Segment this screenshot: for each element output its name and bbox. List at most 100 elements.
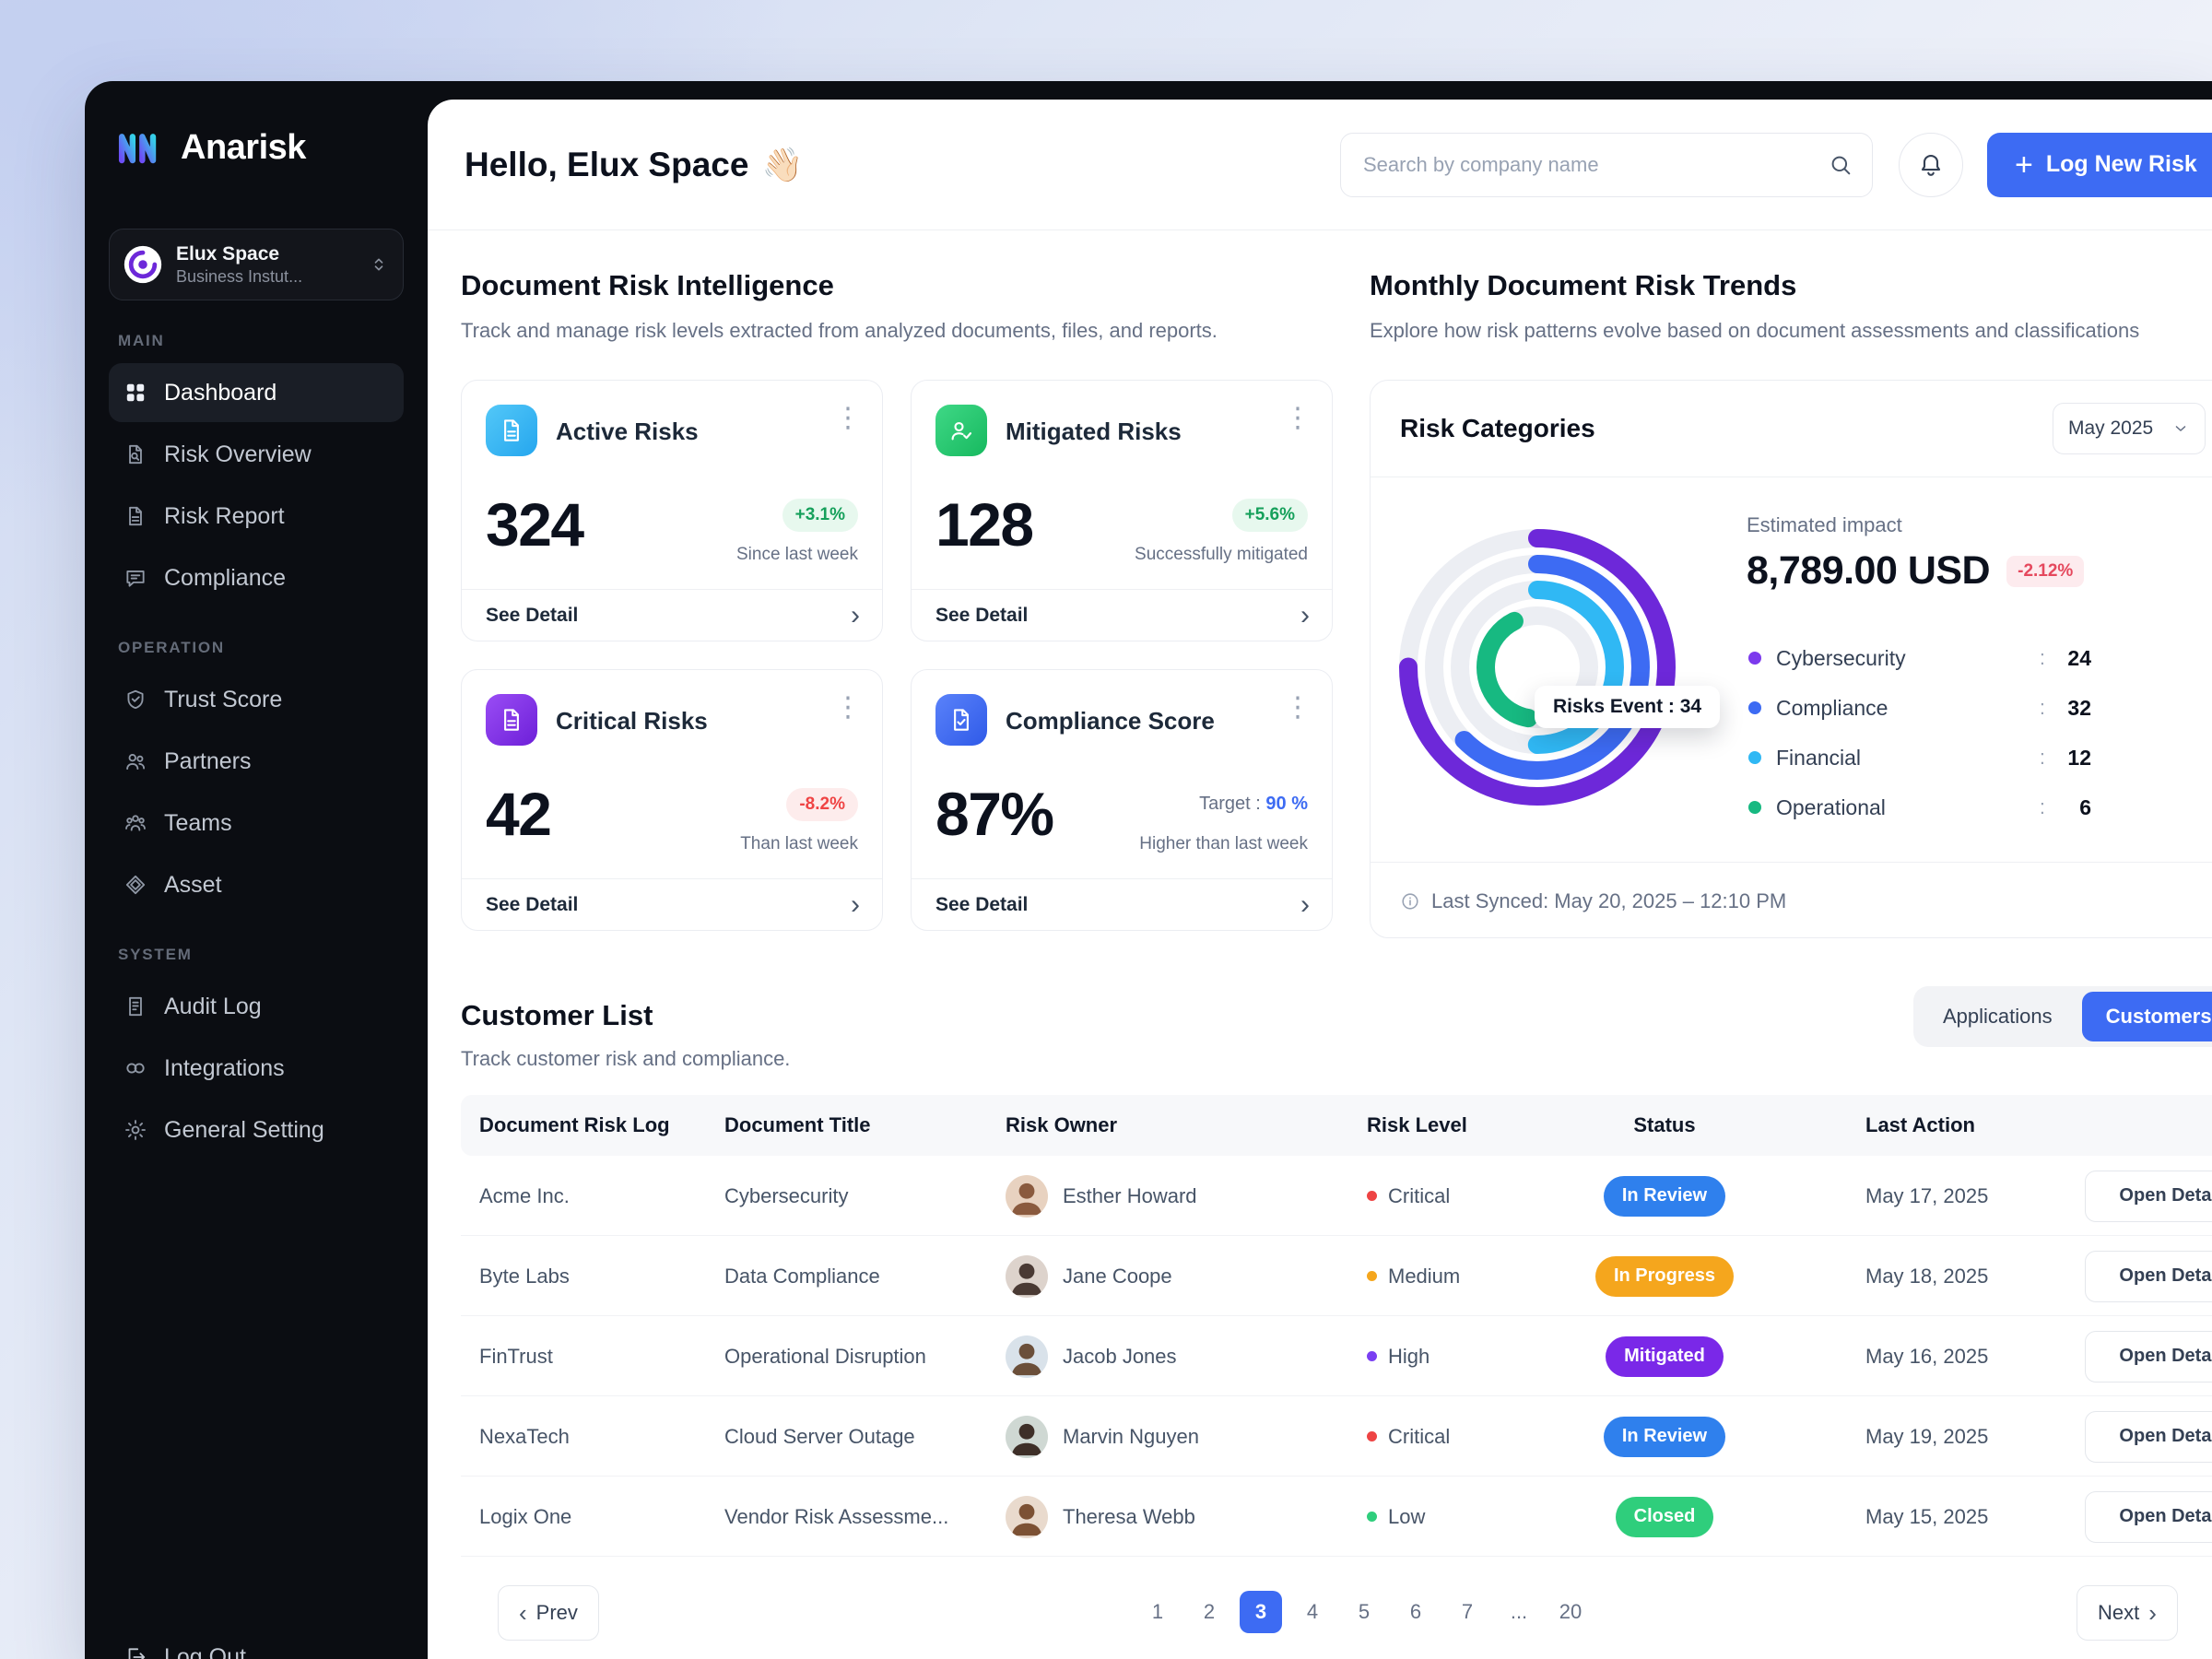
sidebar-item-integrations[interactable]: Integrations	[109, 1039, 404, 1098]
cell-company: Acme Inc.	[479, 1183, 570, 1207]
search-input[interactable]	[1363, 152, 1828, 177]
toggle-applications-button[interactable]: Applications	[1919, 992, 2077, 1041]
search-box	[1340, 132, 1873, 197]
col-last-action: Last Action	[1865, 1113, 1975, 1136]
status-badge: In Review	[1603, 1416, 1726, 1457]
see-detail-link[interactable]: See Detail ›	[912, 589, 1332, 641]
see-detail-label: See Detail	[486, 894, 579, 915]
cell-company: Byte Labs	[479, 1264, 570, 1288]
risk-dot	[1367, 1351, 1377, 1361]
sidebar-item-label: General Setting	[164, 1116, 324, 1143]
open-detail-button[interactable]: Open Detail	[2085, 1250, 2212, 1302]
cell-date: May 16, 2025	[1865, 1344, 1989, 1368]
kebab-menu-icon[interactable]: ⋮	[834, 692, 862, 723]
prev-page-button[interactable]: ‹ Prev	[498, 1585, 599, 1641]
sidebar-item-compliance[interactable]: Compliance	[109, 548, 404, 607]
sidebar-item-asset[interactable]: Asset	[109, 855, 404, 914]
owner-name: Marvin Nguyen	[1063, 1424, 1199, 1448]
sidebar-item-partners[interactable]: Partners	[109, 732, 404, 791]
page-number-active[interactable]: 3	[1240, 1591, 1282, 1633]
kebab-menu-icon[interactable]: ⋮	[1284, 692, 1312, 723]
see-detail-link[interactable]: See Detail ›	[462, 589, 882, 641]
owner-name: Jane Coope	[1063, 1264, 1172, 1288]
cell-date: May 17, 2025	[1865, 1183, 1989, 1207]
page-number[interactable]: 4	[1306, 1600, 1319, 1623]
page-number[interactable]: 5	[1358, 1600, 1371, 1623]
cell-date: May 19, 2025	[1865, 1424, 1989, 1448]
period-dropdown[interactable]: May 2025	[2053, 403, 2206, 454]
see-detail-link[interactable]: See Detail ›	[462, 878, 882, 931]
page-number[interactable]: 2	[1203, 1600, 1216, 1623]
page-title: Hello, Elux Space 👋🏻	[465, 146, 803, 184]
legend-colon: :	[2039, 746, 2045, 769]
sidebar-item-teams[interactable]: Teams	[109, 794, 404, 853]
workspace-logo-icon	[124, 245, 162, 284]
page-number[interactable]: 1	[1151, 1600, 1164, 1623]
see-detail-link[interactable]: See Detail ›	[912, 878, 1332, 931]
target-value: 90 %	[1265, 794, 1308, 814]
app-window: Anarisk Elux Space Business Instut... MA…	[85, 81, 2212, 1659]
cell-status: In Review	[1559, 1156, 1771, 1236]
cell-document: Vendor Risk Assessme...	[724, 1504, 949, 1528]
card-title: Active Risks	[556, 418, 699, 445]
risk-intelligence-subtitle: Track and manage risk levels extracted f…	[461, 319, 1218, 342]
top-bar: Hello, Elux Space 👋🏻 + Log New Risk	[428, 100, 2212, 230]
notifications-button[interactable]	[1899, 132, 1963, 197]
cell-document: Cloud Server Outage	[724, 1424, 915, 1448]
sidebar-item-label: Teams	[164, 809, 232, 836]
toggle-customers-button[interactable]: Customers	[2081, 992, 2212, 1041]
risk-intelligence-title: Document Risk Intelligence	[461, 269, 834, 301]
cell-status: Mitigated	[1559, 1316, 1771, 1396]
open-detail-button[interactable]: Open Detail	[2085, 1330, 2212, 1382]
sidebar-item-risk-overview[interactable]: Risk Overview	[109, 425, 404, 484]
last-synced-row: Last Synced: May 20, 2025 – 12:10 PM	[1371, 862, 2212, 939]
page-number[interactable]: 6	[1409, 1600, 1422, 1623]
sidebar-item-general-setting[interactable]: General Setting	[109, 1100, 404, 1159]
open-detail-button[interactable]: Open Detail	[2085, 1410, 2212, 1463]
sidebar-item-label: Asset	[164, 871, 222, 898]
kebab-menu-icon[interactable]: ⋮	[834, 403, 862, 433]
teams-icon	[124, 811, 147, 835]
workspace-switcher[interactable]: Elux Space Business Instut...	[109, 229, 404, 300]
next-page-button[interactable]: Next ›	[2077, 1585, 2178, 1641]
impact-change-badge: -2.12%	[2006, 555, 2085, 587]
kebab-menu-icon[interactable]: ⋮	[1284, 403, 1312, 433]
sidebar-section-system: SYSTEM	[118, 946, 193, 963]
estimated-impact-label: Estimated impact	[1747, 513, 1902, 536]
cell-action: Open Detail	[2085, 1316, 2212, 1396]
legend-value: 24	[2067, 645, 2091, 670]
page-number[interactable]: 7	[1461, 1600, 1474, 1623]
legend-dot-compliance	[1748, 701, 1761, 714]
sidebar-item-audit-log[interactable]: Audit Log	[109, 977, 404, 1036]
main-content: Hello, Elux Space 👋🏻 + Log New Risk Docu…	[428, 100, 2212, 1659]
workspace-text: Elux Space Business Instut...	[176, 241, 302, 288]
sidebar-item-risk-report[interactable]: Risk Report	[109, 487, 404, 546]
risk-dot	[1367, 1512, 1377, 1522]
sidebar: Anarisk Elux Space Business Instut... MA…	[85, 81, 428, 1659]
stat-card-critical-risks: Critical Risks ⋮ 42 -8.2% Than last week…	[461, 669, 883, 931]
card-note: Higher than last week	[1139, 834, 1308, 853]
card-title: Critical Risks	[556, 707, 708, 735]
change-badge: +5.6%	[1231, 499, 1308, 532]
chevron-right-icon: ›	[1300, 889, 1310, 920]
cell-owner: Jane Coope	[1006, 1236, 1356, 1316]
mitigated-risks-icon	[935, 405, 987, 456]
risk-label: High	[1388, 1344, 1430, 1368]
risk-trends-subtitle: Explore how risk patterns evolve based o…	[1370, 319, 2140, 342]
info-icon	[1400, 891, 1420, 912]
sidebar-item-dashboard[interactable]: Dashboard	[109, 363, 404, 422]
log-new-risk-button[interactable]: + Log New Risk	[1987, 132, 2212, 197]
sidebar-item-trust-score[interactable]: Trust Score	[109, 670, 404, 729]
avatar	[1006, 1254, 1048, 1298]
sidebar-item-logout[interactable]: Log Out	[109, 1628, 404, 1659]
chevron-down-icon	[2171, 419, 2190, 438]
sidebar-item-label: Audit Log	[164, 993, 262, 1019]
open-detail-button[interactable]: Open Detail	[2085, 1170, 2212, 1222]
open-detail-button[interactable]: Open Detail	[2085, 1490, 2212, 1543]
next-label: Next	[2098, 1601, 2140, 1624]
doc-search-icon	[124, 442, 147, 466]
cell-action: Open Detail	[2085, 1396, 2212, 1477]
card-value: 324	[486, 490, 584, 559]
legend-value: 6	[2079, 794, 2091, 819]
page-number[interactable]: 20	[1559, 1600, 1583, 1623]
